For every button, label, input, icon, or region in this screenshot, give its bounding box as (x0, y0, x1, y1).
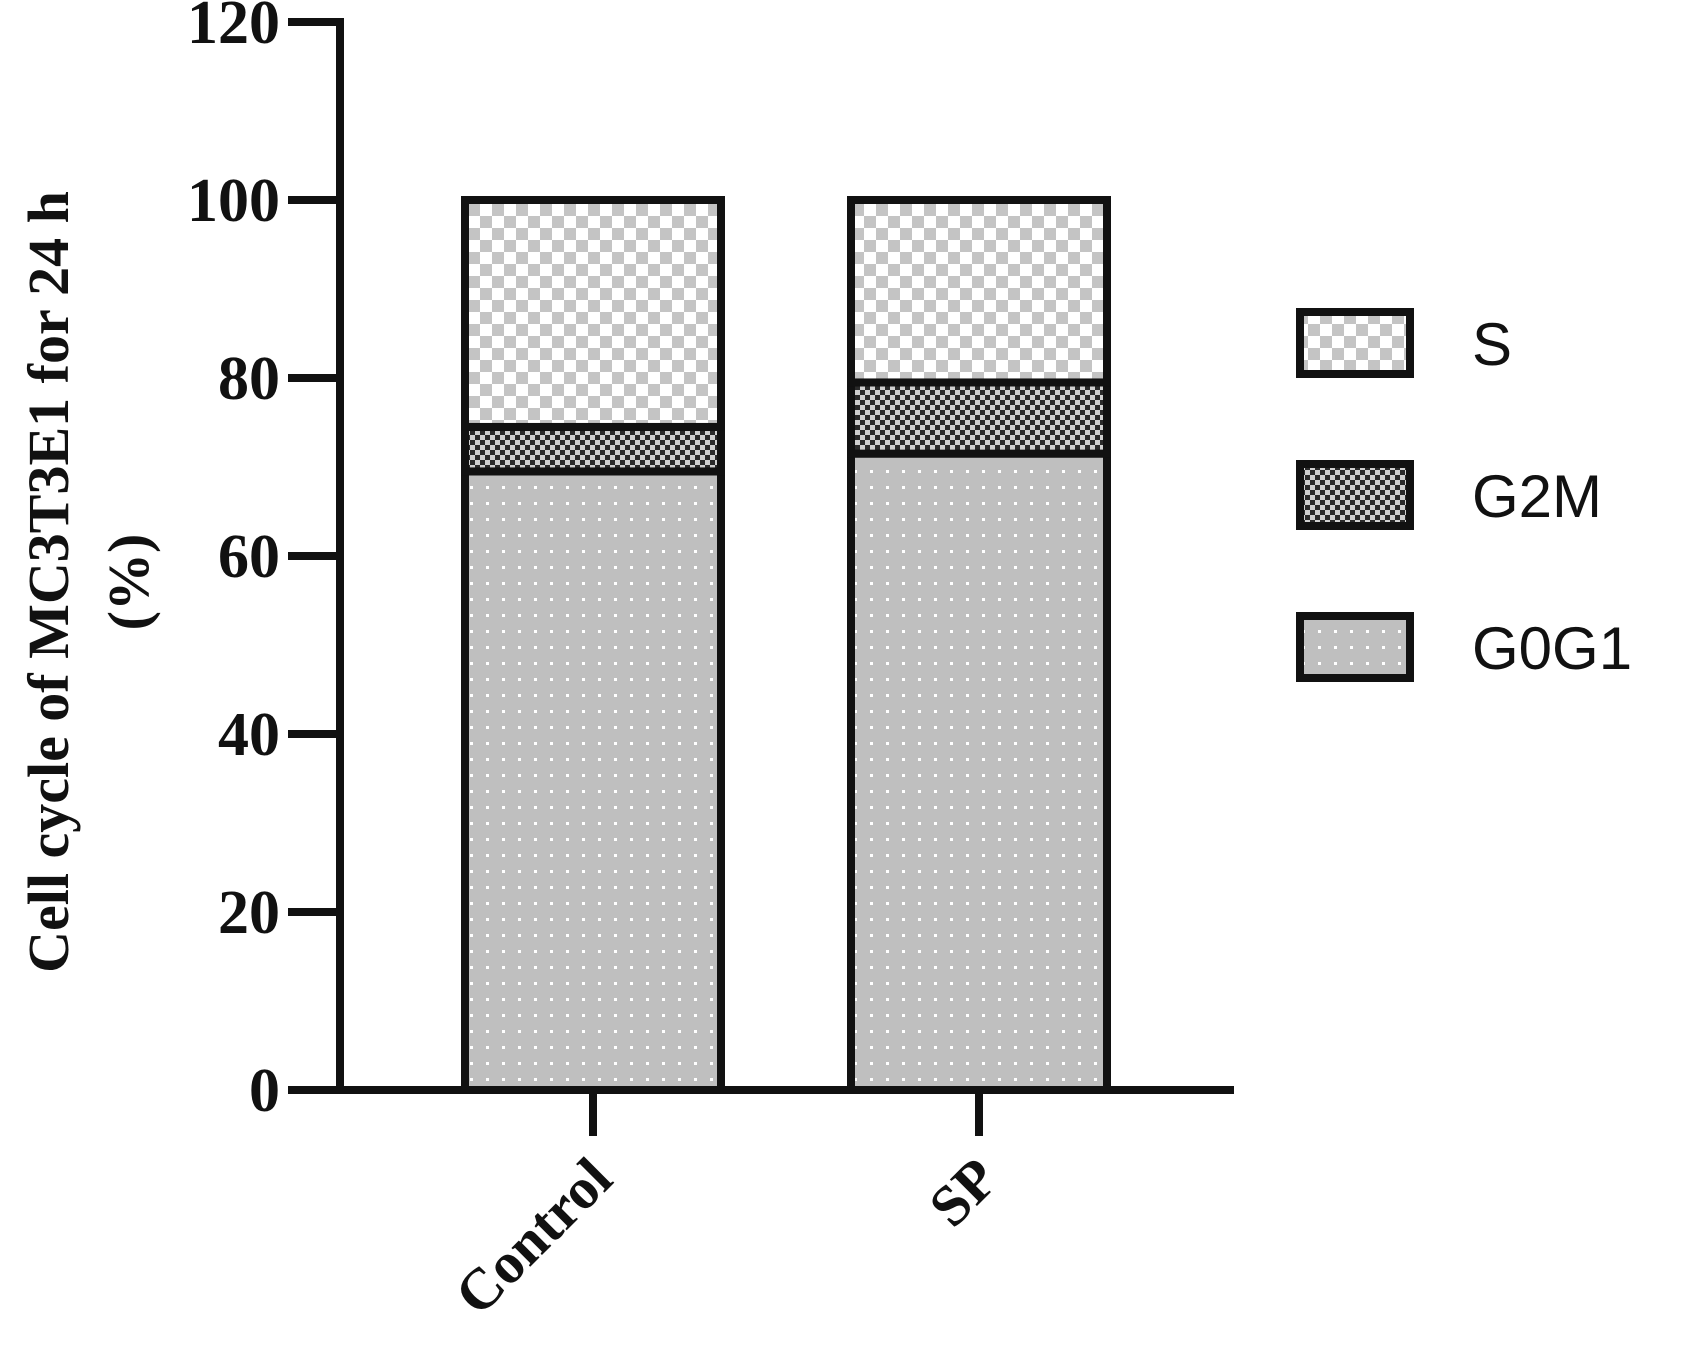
x-tick-label: Control (442, 1145, 624, 1327)
y-tick-label: 20 (218, 879, 280, 947)
y-tick-label: 120 (187, 0, 280, 57)
bar-segment-g2m (847, 378, 1111, 458)
legend-swatch-g0g1 (1296, 612, 1414, 682)
legend-swatch-s (1296, 308, 1414, 378)
legend: S G2M G0G1 (1296, 308, 1632, 682)
legend-label-g2m: G2M (1472, 463, 1602, 530)
legend-swatch-g2m (1296, 460, 1414, 530)
bar-segment-g2m (461, 422, 725, 476)
y-axis-label-line2: (%) (96, 534, 161, 631)
bar-segment-g0g1 (847, 449, 1111, 1094)
legend-label-s: S (1472, 311, 1512, 378)
bar-segment-s (461, 196, 725, 431)
y-axis-label: Cell cycle of MC3T3E1 for 24 h (%) (16, 191, 161, 973)
y-tick-label: 60 (218, 523, 280, 591)
y-tick-label: 0 (249, 1057, 280, 1125)
bar-segment-s (847, 196, 1111, 387)
legend-label-g0g1: G0G1 (1472, 615, 1632, 682)
bar-segment-g0g1 (461, 467, 725, 1094)
y-tick-label: 100 (187, 167, 280, 235)
y-tick-label: 80 (218, 345, 280, 413)
bars (461, 196, 1111, 1094)
y-tick-label: 40 (218, 701, 280, 769)
x-tick-label: SP (916, 1145, 1010, 1239)
y-axis-label-line1: Cell cycle of MC3T3E1 for 24 h (16, 191, 81, 973)
